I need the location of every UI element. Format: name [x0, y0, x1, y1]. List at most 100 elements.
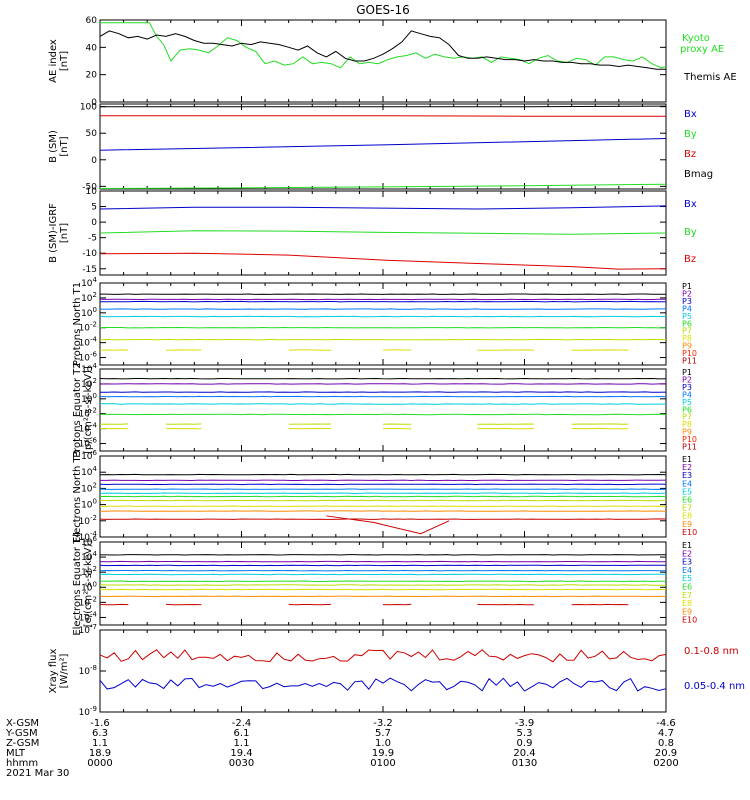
y-tick-label: 100 — [81, 306, 97, 319]
legend-bx: Bx — [684, 199, 697, 210]
x-axis-value: -1.6 — [90, 718, 110, 729]
y-tick-label: 10-9 — [79, 705, 97, 718]
y-tick-label: -10 — [82, 249, 97, 259]
legend-e7: E7 — [682, 591, 692, 600]
y-tick-label: 104 — [81, 276, 97, 289]
y-tick-label: 40 — [86, 43, 98, 53]
legend-e4: E4 — [682, 479, 692, 488]
y-axis-label: Electrons Equator T4[e/(cm²-s-sr-keV)] — [72, 531, 94, 635]
series-line-0-05-0-4-nm — [99, 677, 667, 692]
series-line-e10-dip — [326, 515, 450, 535]
legend-e2: E2 — [682, 463, 692, 472]
legend-p10: P10 — [682, 349, 697, 358]
y-tick-label: -5 — [88, 234, 97, 244]
legend-p4: P4 — [682, 390, 692, 399]
legend-bz: Bz — [684, 254, 696, 265]
legend-e3: E3 — [682, 471, 692, 480]
x-axis-value: 0130 — [512, 758, 537, 769]
y-tick-label: 20 — [86, 71, 98, 81]
x-axis-table: X-GSMY-GSMZ-GSMMLThhmm-1.66.31.118.90000… — [5, 718, 679, 779]
legend-bx: Bx — [684, 109, 697, 120]
legend-bz: Bz — [684, 149, 696, 160]
x-axis-value: 1.0 — [375, 738, 391, 749]
legend-p2: P2 — [682, 289, 692, 298]
legend-p8: P8 — [682, 420, 692, 429]
legend-e10: E10 — [682, 616, 697, 625]
y-tick-label: -50 — [82, 182, 97, 192]
series-line-e1 — [99, 473, 667, 476]
legend-e1: E1 — [682, 541, 692, 550]
x-axis-row-label: hhmm — [6, 758, 38, 769]
x-axis-value: 0.8 — [658, 738, 674, 749]
series-line-p5 — [99, 315, 667, 318]
series-line-bmag — [100, 105, 667, 108]
series-line-p6 — [99, 413, 667, 416]
series-line-e8 — [100, 588, 667, 591]
series-line-p3 — [99, 300, 666, 303]
y-tick-label: 102 — [81, 481, 97, 494]
chart-title: GOES-16 — [356, 3, 410, 17]
x-axis-value: 18.9 — [89, 748, 111, 759]
legend-xray-short: 0.05-0.4 nm — [684, 681, 745, 692]
legend-proxy-ae: proxy AE — [680, 44, 724, 55]
y-axis-label: B (SM)-IGRF[nT] — [48, 203, 70, 263]
legend-e4: E4 — [682, 566, 692, 575]
series-line-by — [99, 183, 667, 189]
legend-e2: E2 — [682, 549, 692, 558]
y-tick-label: 10 — [86, 187, 98, 197]
legend-p1: P1 — [682, 282, 692, 291]
legend-e6: E6 — [682, 583, 692, 592]
x-axis-value: 6.3 — [92, 728, 108, 739]
series-line-e9 — [99, 595, 666, 598]
series-line-themis-ae — [99, 30, 666, 70]
legend-e3: E3 — [682, 558, 692, 567]
legend-p9: P9 — [682, 342, 692, 351]
series-line-p8 — [382, 427, 412, 430]
x-axis-value: 20.4 — [513, 748, 535, 759]
y-axis-label: Protons North T1 — [72, 282, 83, 366]
series-line-e6 — [99, 580, 666, 583]
legend-p2: P2 — [682, 375, 692, 384]
legend-p6: P6 — [682, 319, 692, 328]
y-tick-label: 0 — [91, 218, 97, 228]
series-line-bz — [99, 252, 667, 270]
legend-p3: P3 — [682, 383, 692, 392]
series-line-e5 — [99, 573, 667, 576]
series-line-bx — [99, 138, 667, 151]
y-tick-label: 0 — [91, 98, 97, 108]
series-line-e3 — [99, 483, 667, 486]
legend-p4: P4 — [682, 304, 692, 313]
panel-frame — [99, 282, 667, 366]
series-line-e7 — [99, 499, 667, 502]
legend-p10: P10 — [682, 435, 697, 444]
legend-p6: P6 — [682, 405, 692, 414]
x-axis-value: 0000 — [87, 758, 112, 769]
x-axis-row-label: MLT — [6, 748, 26, 759]
x-axis-value: -2.4 — [232, 718, 252, 729]
x-axis-value: 19.9 — [372, 748, 394, 759]
legend-by: By — [684, 129, 697, 140]
x-axis-value: 0030 — [229, 758, 254, 769]
x-axis-value: 20.9 — [655, 748, 677, 759]
y-tick-label: 104 — [81, 465, 97, 478]
x-axis-value: 0200 — [653, 758, 678, 769]
legend-e7: E7 — [682, 504, 692, 513]
y-tick-label: 5 — [91, 203, 97, 213]
series-line-0-1-0-8-nm — [99, 649, 667, 663]
legend-e1: E1 — [682, 455, 692, 464]
x-axis-value: -4.6 — [656, 718, 676, 729]
legend-by: By — [684, 227, 697, 238]
series-line-e10 — [99, 518, 667, 520]
x-axis-row-label: Z-GSM — [6, 738, 39, 749]
x-axis-value: -3.9 — [515, 718, 535, 729]
y-tick-label: 100 — [80, 103, 97, 113]
legend-p9: P9 — [682, 428, 692, 437]
x-axis-value: 5.3 — [517, 728, 533, 739]
